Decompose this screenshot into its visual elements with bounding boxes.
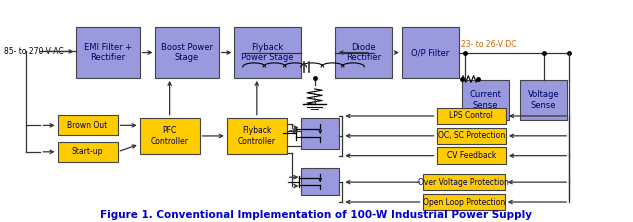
FancyBboxPatch shape	[335, 27, 392, 78]
Text: 85- to 270-V AC: 85- to 270-V AC	[4, 47, 63, 56]
FancyBboxPatch shape	[461, 80, 509, 120]
Text: 23- to 26-V DC: 23- to 26-V DC	[461, 40, 517, 49]
FancyBboxPatch shape	[301, 118, 339, 149]
Text: LPS Control: LPS Control	[449, 111, 493, 121]
Text: Over Voltage Protection: Over Voltage Protection	[418, 178, 509, 187]
Text: Voltage
Sense: Voltage Sense	[528, 90, 560, 110]
FancyBboxPatch shape	[437, 147, 506, 164]
FancyBboxPatch shape	[234, 27, 301, 78]
FancyBboxPatch shape	[140, 118, 199, 154]
FancyBboxPatch shape	[437, 108, 506, 124]
Text: EMI Filter +
Rectifier: EMI Filter + Rectifier	[84, 43, 132, 62]
Text: Flyback
Controller: Flyback Controller	[238, 126, 276, 145]
FancyBboxPatch shape	[423, 194, 505, 210]
FancyBboxPatch shape	[58, 142, 118, 162]
Text: Boost Power
Stage: Boost Power Stage	[161, 43, 213, 62]
FancyBboxPatch shape	[58, 115, 118, 135]
Text: Current
Sense: Current Sense	[470, 90, 501, 110]
Text: PFC
Controller: PFC Controller	[151, 126, 189, 145]
FancyBboxPatch shape	[77, 27, 140, 78]
FancyBboxPatch shape	[227, 118, 287, 154]
FancyBboxPatch shape	[156, 27, 218, 78]
Text: Brown Out: Brown Out	[68, 121, 108, 130]
FancyBboxPatch shape	[423, 174, 505, 190]
Text: OC, SC Protection: OC, SC Protection	[437, 131, 505, 140]
FancyBboxPatch shape	[520, 80, 567, 120]
FancyBboxPatch shape	[402, 27, 459, 78]
Text: Flyback
Power Stage: Flyback Power Stage	[241, 43, 294, 62]
Text: Open Loop Protection: Open Loop Protection	[423, 198, 505, 206]
Text: CV Feedback: CV Feedback	[447, 151, 496, 160]
Text: Figure 1. Conventional Implementation of 100-W Industrial Power Supply: Figure 1. Conventional Implementation of…	[101, 210, 532, 220]
FancyBboxPatch shape	[301, 168, 339, 195]
Text: Diode
Rectifier: Diode Rectifier	[346, 43, 382, 62]
Text: Start-up: Start-up	[72, 147, 103, 156]
Text: O/P Filter: O/P Filter	[411, 48, 449, 57]
FancyBboxPatch shape	[437, 128, 506, 144]
